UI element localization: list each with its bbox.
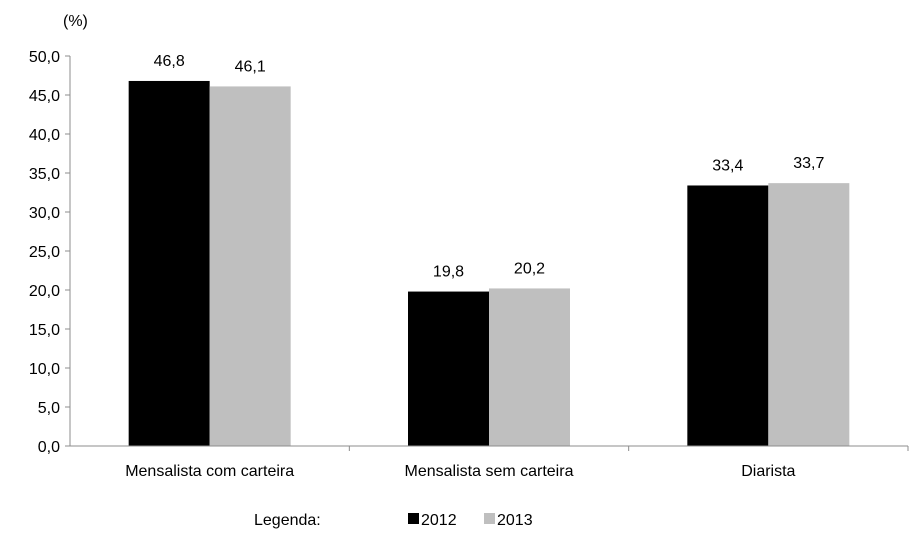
data-label: 19,8 <box>433 264 464 281</box>
y-tick-label: 35,0 <box>29 166 60 183</box>
y-tick-label: 30,0 <box>29 205 60 222</box>
data-label: 33,4 <box>712 157 743 174</box>
data-label: 46,1 <box>235 58 266 75</box>
y-tick-label: 10,0 <box>29 361 60 378</box>
data-label: 33,7 <box>793 155 824 172</box>
legend-label: 2013 <box>497 512 533 529</box>
legend-swatch-2013 <box>484 513 495 524</box>
bar-2012-1 <box>408 291 489 446</box>
data-labels-group: 46,8 46,1 19,8 20,2 33,4 33,7 <box>154 53 825 281</box>
x-tick-label: Mensalista sem carteira <box>405 463 574 480</box>
x-tick-label: Diarista <box>741 463 795 480</box>
legend-title: Legenda: <box>254 512 321 529</box>
bar-2013-0 <box>209 86 291 447</box>
y-tick-label: 25,0 <box>29 244 60 261</box>
bar-2012-2 <box>687 185 769 447</box>
y-tick-label: 5,0 <box>38 400 60 417</box>
y-tick-label: 20,0 <box>29 283 60 300</box>
bar-2013-2 <box>768 183 850 446</box>
bars-group <box>128 80 850 447</box>
y-tick-label: 45,0 <box>29 88 60 105</box>
legend-label: 2012 <box>421 512 457 529</box>
y-axis: 0,0 5,0 10,0 15,0 20,0 25,0 30,0 35,0 40,0 45,0 50… <box>29 49 70 456</box>
data-label: 20,2 <box>514 260 545 277</box>
legend-swatch-2012 <box>408 513 419 524</box>
y-tick-label: 50,0 <box>29 49 60 66</box>
y-axis-unit-label: (%) <box>63 13 88 30</box>
bar-2013-1 <box>489 288 570 446</box>
y-tick-label: 15,0 <box>29 322 60 339</box>
bar-2012-0 <box>128 80 210 447</box>
data-label: 46,8 <box>154 53 185 70</box>
y-tick-label: 40,0 <box>29 127 60 144</box>
x-tick-label: Mensalista com carteira <box>125 463 294 480</box>
y-tick-label: 0,0 <box>38 439 60 456</box>
x-axis-labels: Mensalista com carteira Mensalista sem ca… <box>125 446 909 480</box>
legend: Legenda: 2012 2013 <box>254 512 533 529</box>
